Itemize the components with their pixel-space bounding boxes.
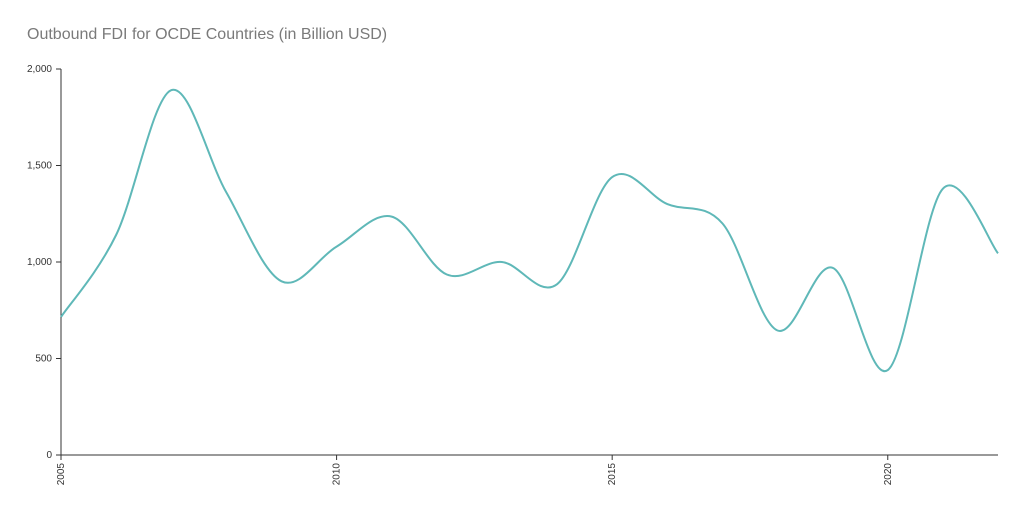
data-point bbox=[776, 329, 780, 333]
data-point bbox=[555, 282, 559, 286]
data-point bbox=[500, 260, 504, 264]
x-tick-label: 2005 bbox=[56, 463, 67, 486]
y-tick-label: 500 bbox=[35, 354, 52, 365]
x-tick-label: 2010 bbox=[332, 463, 343, 486]
data-point bbox=[114, 233, 118, 237]
data-point bbox=[665, 202, 669, 206]
data-point bbox=[59, 315, 63, 319]
data-point bbox=[335, 245, 339, 249]
data-point bbox=[169, 88, 173, 92]
data-point bbox=[610, 175, 614, 179]
data-point bbox=[831, 266, 835, 270]
data-point bbox=[224, 191, 228, 195]
y-tick-label: 2,000 bbox=[27, 64, 52, 75]
series-line bbox=[60, 89, 999, 373]
data-point bbox=[390, 215, 394, 219]
y-tick-label: 1,500 bbox=[27, 161, 52, 172]
data-point bbox=[720, 221, 724, 225]
y-tick-label: 0 bbox=[46, 450, 52, 461]
x-tick-label: 2015 bbox=[607, 463, 618, 486]
y-tick-label: 1,000 bbox=[27, 257, 52, 268]
data-point bbox=[886, 368, 890, 372]
data-point bbox=[996, 251, 1000, 255]
data-point bbox=[941, 187, 945, 191]
x-tick-label: 2020 bbox=[883, 463, 894, 486]
data-point bbox=[279, 279, 283, 283]
chart-title: Outbound FDI for OCDE Countries (in Bill… bbox=[27, 26, 388, 43]
data-point bbox=[445, 273, 449, 277]
